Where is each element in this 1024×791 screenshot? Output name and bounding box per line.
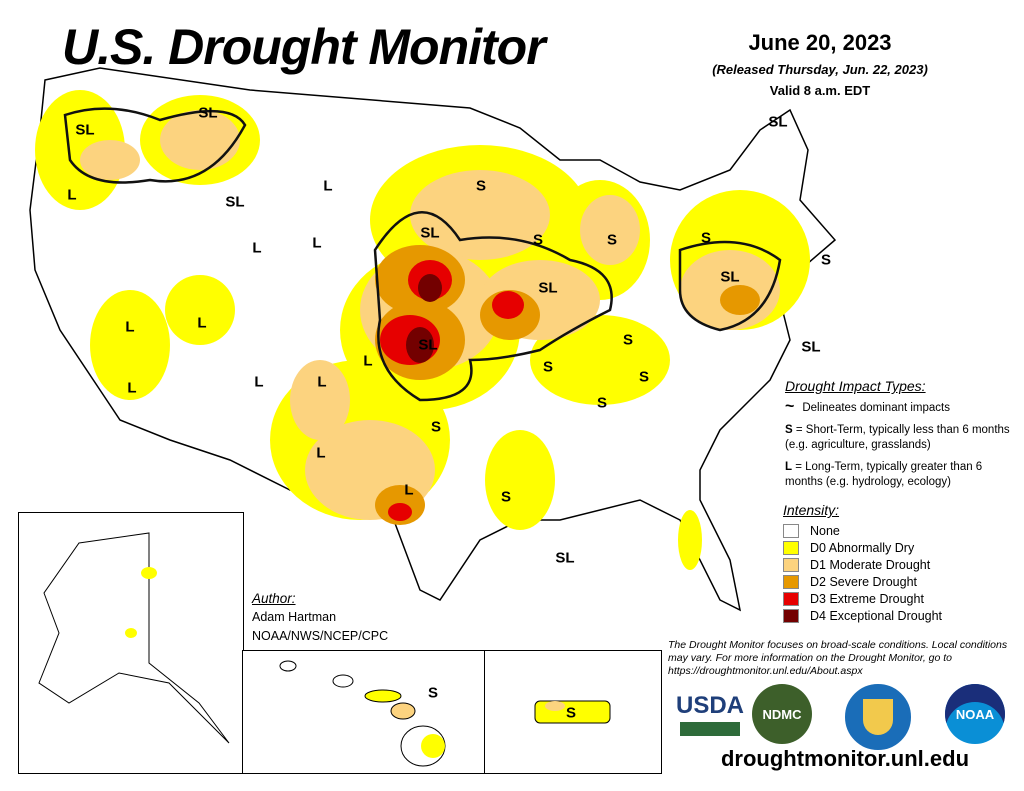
impact-label: SL xyxy=(198,104,218,122)
puerto-rico-map xyxy=(534,700,611,724)
impact-label: SL xyxy=(555,549,575,567)
legend-item-d2: D2 Severe Drought xyxy=(783,573,1013,590)
noaa-logo: NOAA xyxy=(945,684,1005,744)
impact-label: S xyxy=(638,368,650,386)
swatch xyxy=(783,523,799,538)
legend-item-d4: D4 Exceptional Drought xyxy=(783,607,1013,624)
impact-label: L xyxy=(363,352,373,370)
d4-areas xyxy=(406,274,442,363)
impact-label: S xyxy=(820,251,832,269)
usda-logo: USDA xyxy=(676,684,744,744)
legend-item-none: None xyxy=(783,522,1013,539)
impact-label: S xyxy=(542,358,554,376)
legend-item-d1: D1 Moderate Drought xyxy=(783,556,1013,573)
legend-item-d0: D0 Abnormally Dry xyxy=(783,539,1013,556)
website-link[interactable]: droughtmonitor.unl.edu xyxy=(720,746,970,771)
impact-label: L xyxy=(323,177,333,195)
usda-logo-text: USDA xyxy=(676,692,745,719)
impact-label: L xyxy=(127,379,137,397)
legend-label: D3 Extreme Drought xyxy=(810,591,924,606)
impact-label: S xyxy=(430,418,442,436)
legend-item-d3: D3 Extreme Drought xyxy=(783,590,1013,607)
swatch xyxy=(783,608,799,623)
impact-label: SL xyxy=(225,193,245,211)
impact-label: SL xyxy=(720,268,740,286)
impact-label: SL xyxy=(538,279,558,297)
impact-label: SL xyxy=(418,336,438,354)
long-term-text: = Long-Term, typically greater than 6 mo… xyxy=(785,461,983,488)
impact-label: S xyxy=(622,331,634,349)
swatch xyxy=(783,591,799,606)
impact-label: L xyxy=(125,318,135,336)
short-term-text: = Short-Term, typically less than 6 mont… xyxy=(785,424,1010,451)
puerto-rico-inset: S xyxy=(484,650,662,774)
impact-label: L xyxy=(254,373,264,391)
map-date: June 20, 2023 xyxy=(748,30,892,55)
short-term-key: S xyxy=(785,424,793,436)
impact-label: L xyxy=(252,239,262,257)
impact-label: S xyxy=(500,488,512,506)
intensity-legend-title: Intensity: xyxy=(783,502,840,518)
legend-label: D1 Moderate Drought xyxy=(810,557,931,572)
alaska-map xyxy=(38,532,230,744)
author-name: Adam Hartman xyxy=(252,610,337,624)
swatch xyxy=(783,557,799,572)
hawaii-inset: S xyxy=(242,650,486,774)
hawaii-map xyxy=(279,660,446,767)
impact-label: L xyxy=(404,481,414,499)
impact-label: SL xyxy=(768,113,788,131)
delineates-text: Delineates dominant impacts xyxy=(802,402,951,414)
long-term-key: L xyxy=(785,461,793,473)
impact-label: SL xyxy=(75,121,95,139)
impact-label: L xyxy=(317,373,327,391)
legend-label: D0 Abnormally Dry xyxy=(810,540,915,555)
author-title: Author: xyxy=(252,591,296,606)
impact-label: S xyxy=(475,177,487,195)
author-block: Author: Adam Hartman NOAA/NWS/NCEP/CPC xyxy=(252,589,388,646)
legend-label: None xyxy=(810,523,840,538)
page-title: U.S. Drought Monitor xyxy=(62,19,546,75)
swatch xyxy=(783,540,799,555)
impact-label: S xyxy=(606,231,618,249)
impact-label: L xyxy=(197,314,207,332)
impact-label: S xyxy=(565,704,577,722)
impact-label: SL xyxy=(420,224,440,242)
impact-label: S xyxy=(532,231,544,249)
valid-time: Valid 8 a.m. EDT xyxy=(769,83,871,98)
author-org: NOAA/NWS/NCEP/CPC xyxy=(252,629,389,643)
alaska-inset xyxy=(18,512,244,774)
impact-boundaries xyxy=(63,107,782,402)
ndmc-logo: NDMC xyxy=(752,684,812,744)
swatch xyxy=(783,574,799,589)
impact-label: S xyxy=(700,229,712,247)
intensity-legend: Intensity: None D0 Abnormally Dry D1 Mod… xyxy=(783,502,1013,624)
release-date: (Released Thursday, Jun. 22, 2023) xyxy=(712,62,928,77)
tilde-line-icon: ~ xyxy=(785,398,795,415)
seal-shield xyxy=(863,699,893,735)
impact-types-legend: Drought Impact Types: ~ Delineates domina… xyxy=(785,378,1020,497)
impact-label: L xyxy=(316,444,326,462)
disclaimer-note: The Drought Monitor focuses on broad-sca… xyxy=(668,639,1008,677)
impact-legend-title: Drought Impact Types: xyxy=(785,378,926,394)
impact-label: L xyxy=(67,186,77,204)
impact-label: L xyxy=(312,234,322,252)
legend-label: D4 Exceptional Drought xyxy=(810,608,943,623)
impact-label: S xyxy=(596,394,608,412)
legend-label: D2 Severe Drought xyxy=(810,574,918,589)
impact-label: S xyxy=(427,684,439,702)
commerce-seal-icon xyxy=(845,684,911,750)
impact-label: SL xyxy=(801,338,821,356)
usda-logo-stripe xyxy=(680,722,740,736)
